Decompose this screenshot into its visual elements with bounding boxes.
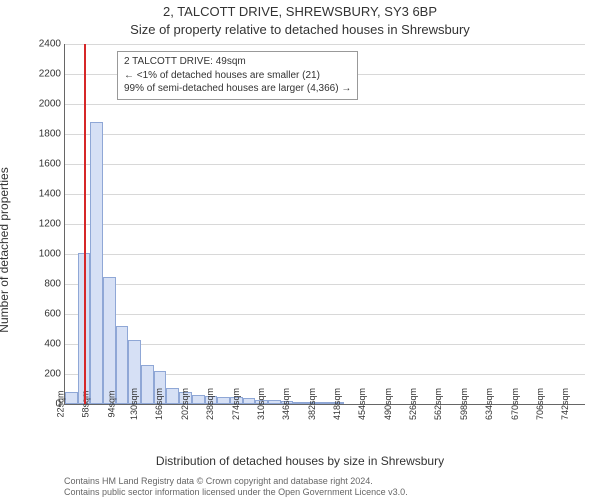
x-tick-label: 22sqm: [51, 390, 65, 417]
gridline: [65, 344, 585, 345]
y-tick-label: 2000: [39, 99, 65, 110]
annotation-line1: 2 TALCOTT DRIVE: 49sqm: [124, 55, 351, 69]
y-tick-label: 400: [44, 339, 65, 350]
x-tick-label: 454sqm: [353, 388, 367, 420]
x-axis-label: Distribution of detached houses by size …: [0, 454, 600, 468]
x-tick-label: 166sqm: [150, 388, 164, 420]
x-tick-label: 310sqm: [252, 388, 266, 420]
attribution-line-2: Contains public sector information licen…: [64, 487, 408, 498]
x-tick-label: 670sqm: [506, 388, 520, 420]
x-tick-label: 274sqm: [227, 388, 241, 420]
y-tick-label: 200: [44, 369, 65, 380]
attribution-text: Contains HM Land Registry data © Crown c…: [64, 476, 408, 498]
x-tick-label: 130sqm: [125, 388, 139, 420]
x-tick-label: 634sqm: [480, 388, 494, 420]
chart-subtitle: Size of property relative to detached ho…: [0, 22, 600, 37]
annotation-line2: ← <1% of detached houses are smaller (21…: [124, 69, 351, 83]
annotation-box: 2 TALCOTT DRIVE: 49sqm← <1% of detached …: [117, 51, 358, 100]
x-tick-label: 382sqm: [303, 388, 317, 420]
gridline: [65, 284, 585, 285]
gridline: [65, 224, 585, 225]
y-tick-label: 2200: [39, 69, 65, 80]
histogram-bar: [103, 277, 116, 405]
property-marker-line: [84, 44, 86, 404]
plot-area: 0200400600800100012001400160018002000220…: [64, 44, 585, 405]
y-tick-label: 600: [44, 309, 65, 320]
y-tick-label: 1600: [39, 159, 65, 170]
x-tick-label: 346sqm: [277, 388, 291, 420]
x-tick-label: 526sqm: [404, 388, 418, 420]
x-tick-label: 490sqm: [379, 388, 393, 420]
y-axis-label: Number of detached properties: [0, 167, 11, 332]
x-tick-label: 418sqm: [328, 388, 342, 420]
y-tick-label: 800: [44, 279, 65, 290]
histogram-bar: [90, 122, 103, 404]
gridline: [65, 254, 585, 255]
chart-address-title: 2, TALCOTT DRIVE, SHREWSBURY, SY3 6BP: [0, 4, 600, 19]
x-tick-label: 742sqm: [556, 388, 570, 420]
x-tick-label: 562sqm: [429, 388, 443, 420]
gridline: [65, 314, 585, 315]
x-tick-label: 202sqm: [176, 388, 190, 420]
gridline: [65, 194, 585, 195]
chart-container: 2, TALCOTT DRIVE, SHREWSBURY, SY3 6BP Si…: [0, 0, 600, 500]
gridline: [65, 44, 585, 45]
attribution-line-1: Contains HM Land Registry data © Crown c…: [64, 476, 408, 487]
gridline: [65, 104, 585, 105]
x-tick-label: 598sqm: [455, 388, 469, 420]
y-tick-label: 2400: [39, 39, 65, 50]
gridline: [65, 164, 585, 165]
y-tick-label: 1200: [39, 219, 65, 230]
gridline: [65, 134, 585, 135]
annotation-line3: 99% of semi-detached houses are larger (…: [124, 82, 351, 96]
x-tick-label: 238sqm: [201, 388, 215, 420]
y-tick-label: 1000: [39, 249, 65, 260]
x-tick-label: 94sqm: [102, 390, 116, 417]
y-tick-label: 1400: [39, 189, 65, 200]
y-tick-label: 1800: [39, 129, 65, 140]
x-tick-label: 706sqm: [531, 388, 545, 420]
